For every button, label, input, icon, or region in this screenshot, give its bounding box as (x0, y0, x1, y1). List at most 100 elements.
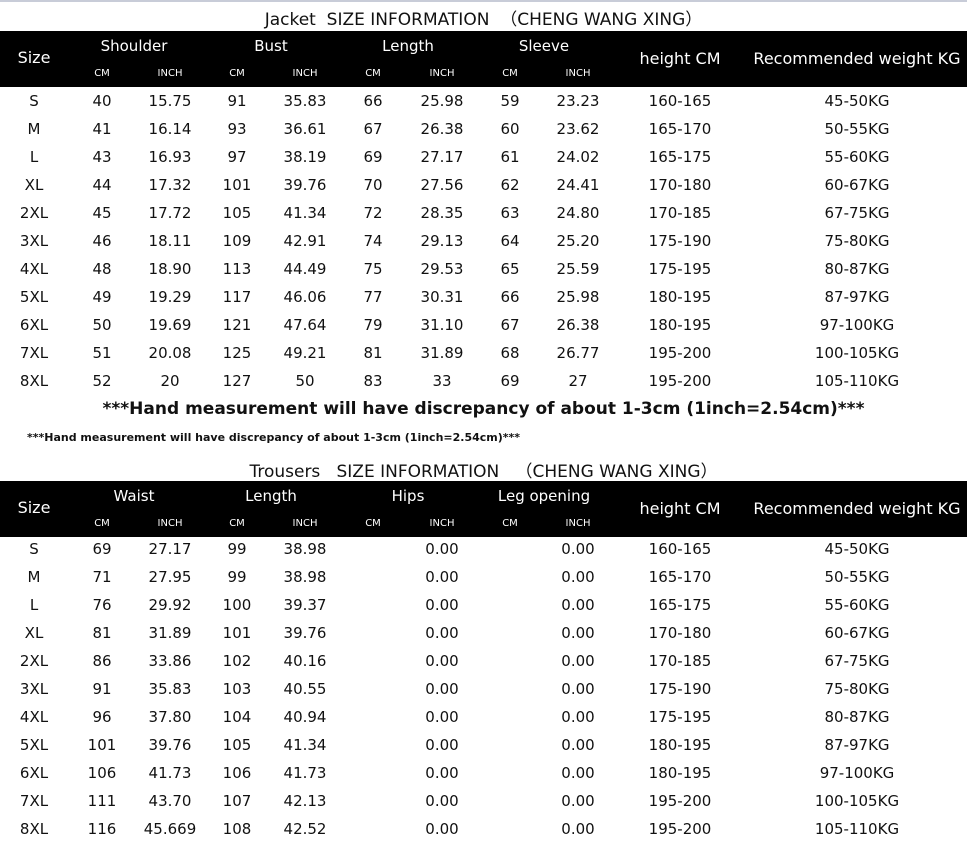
table-cell: 0.00 (561, 736, 595, 754)
table-cell: 63 (500, 204, 520, 222)
table-cell: 62 (500, 176, 520, 194)
table-cell: 111 (87, 792, 117, 810)
table-cell: 23.62 (556, 120, 600, 138)
table-cell: 39.76 (283, 624, 327, 642)
table-cell: 45-50KG (824, 540, 890, 558)
table-cell: 108 (222, 820, 252, 838)
table-cell: 0.00 (561, 596, 595, 614)
table-cell: 68 (500, 344, 520, 362)
table-cell: 75 (363, 260, 383, 278)
column-group-header: Bust (254, 37, 288, 55)
table-cell: 125 (222, 344, 252, 362)
table-cell: 64 (500, 232, 520, 250)
table-row: S 40 15.75 91 35.83 66 25.98 59 23.23 160-165 45-5… (0, 88, 967, 116)
table-cell: 61 (500, 148, 520, 166)
table-cell: 46 (92, 232, 112, 250)
table-cell: 109 (222, 232, 252, 250)
table-cell: 40 (92, 92, 112, 110)
table-row: 6XL 50 19.69 121 47.64 79 31.10 67 26.38 180-195 9… (0, 312, 967, 340)
table-cell: 55-60KG (824, 148, 890, 166)
table-cell: 105 (222, 736, 252, 754)
table-row: M 41 16.14 93 36.61 67 26.38 60 23.62 165-170 50-5… (0, 116, 967, 144)
table-cell: 39.37 (283, 596, 327, 614)
table-row: M 71 27.95 99 38.98 0.00 0.00 165-170 50-55KG (0, 564, 967, 592)
height-header: height CM (639, 499, 721, 518)
table-cell: 33 (432, 372, 452, 390)
table-cell: 42.91 (283, 232, 327, 250)
table-cell: 165-175 (648, 148, 712, 166)
unit-header: INCH (292, 518, 318, 529)
table-cell: 180-195 (648, 736, 712, 754)
table-cell: 170-185 (648, 204, 712, 222)
table-cell: 26.38 (420, 120, 464, 138)
table-row: L 43 16.93 97 38.19 69 27.17 61 24.02 165-175 55-6… (0, 144, 967, 172)
table-cell: 0.00 (425, 680, 459, 698)
table-cell: 8XL (19, 372, 49, 390)
table-cell: 30.31 (420, 288, 464, 306)
table-cell: 0.00 (425, 736, 459, 754)
table-cell: 0.00 (425, 652, 459, 670)
table-cell: 106 (222, 764, 252, 782)
table-row: 8XL 52 20 127 50 83 33 69 27 195-200 105-110KG (0, 368, 967, 396)
table-cell: 66 (500, 288, 520, 306)
table-cell: 28.35 (420, 204, 464, 222)
unit-header: INCH (157, 518, 183, 529)
table-cell: 37.80 (148, 708, 192, 726)
table-cell: 175-195 (648, 260, 712, 278)
table-cell: 24.02 (556, 148, 600, 166)
table-cell: 101 (222, 624, 252, 642)
table-row: 6XL 106 41.73 106 41.73 0.00 0.00 180-195 97-100… (0, 760, 967, 788)
unit-header: INCH (292, 68, 318, 79)
table-cell: 27.17 (420, 148, 464, 166)
height-header: height CM (639, 49, 721, 68)
table-cell: 24.41 (556, 176, 600, 194)
unit-header: INCH (157, 68, 183, 79)
table-cell: 97-100KG (819, 764, 895, 782)
table-cell: 104 (222, 708, 252, 726)
table-cell: 17.72 (148, 204, 192, 222)
table-cell: 20.08 (148, 344, 192, 362)
table-cell: 117 (222, 288, 252, 306)
table-cell: 45.669 (143, 820, 197, 838)
table-cell: 100-105KG (814, 792, 900, 810)
table-cell: 25.20 (556, 232, 600, 250)
table-cell: 16.14 (148, 120, 192, 138)
table-cell: 49.21 (283, 344, 327, 362)
table-cell: 52 (92, 372, 112, 390)
table-cell: 107 (222, 792, 252, 810)
table-row: XL 81 31.89 101 39.76 0.00 0.00 170-180 60-67KG (0, 620, 967, 648)
table-row: 2XL 86 33.86 102 40.16 0.00 0.00 170-185 67-75KG (0, 648, 967, 676)
table-cell: 175-190 (648, 680, 712, 698)
table-cell: 0.00 (425, 820, 459, 838)
table-cell: 19.69 (148, 316, 192, 334)
table-cell: 0.00 (561, 568, 595, 586)
table-cell: 0.00 (425, 624, 459, 642)
table-cell: 18.90 (148, 260, 192, 278)
table-cell: 100 (222, 596, 252, 614)
table-cell: 76 (92, 596, 112, 614)
table-cell: 65 (500, 260, 520, 278)
table-cell: 0.00 (561, 708, 595, 726)
table-cell: 0.00 (425, 596, 459, 614)
table-cell: 23.23 (556, 92, 600, 110)
table-cell: 0.00 (561, 652, 595, 670)
table-cell: 5XL (19, 736, 49, 754)
table-cell: 67-75KG (824, 204, 890, 222)
table-cell: 180-195 (648, 288, 712, 306)
table-cell: 0.00 (561, 764, 595, 782)
table-row: L 76 29.92 100 39.37 0.00 0.00 165-175 55-60KG (0, 592, 967, 620)
table-cell: 2XL (19, 204, 49, 222)
table-cell: 17.32 (148, 176, 192, 194)
unit-header: CM (94, 68, 110, 79)
table-cell: 4XL (19, 260, 49, 278)
table-cell: 41.73 (283, 764, 327, 782)
weight-header: Recommended weight KG (753, 499, 961, 518)
table-cell: 67 (500, 316, 520, 334)
table-cell: 18.11 (148, 232, 192, 250)
table-cell: 35.83 (148, 680, 192, 698)
table-cell: 160-165 (648, 92, 712, 110)
table-row: S 69 27.17 99 38.98 0.00 0.00 160-165 45-50KG (0, 536, 967, 564)
column-group-header: Sleeve (518, 37, 570, 55)
table-cell: 8XL (19, 820, 49, 838)
table-cell: 50 (92, 316, 112, 334)
